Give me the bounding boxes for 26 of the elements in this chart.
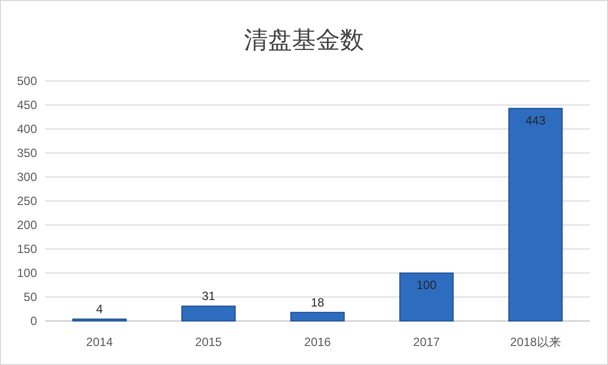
y-tick-label: 500: [16, 74, 38, 88]
x-tick-label: 2018以来: [510, 335, 561, 349]
y-tick-label: 250: [16, 194, 38, 208]
y-tick-label: 50: [24, 290, 38, 304]
data-label: 18: [310, 295, 324, 310]
bar: [290, 312, 345, 322]
data-label: 4: [96, 302, 104, 316]
data-label: 100: [416, 278, 437, 292]
x-tick-label: 2014: [86, 335, 114, 349]
y-tick-label: 0: [30, 314, 38, 328]
y-tick-label: 350: [16, 146, 38, 160]
y-tick-label: 100: [16, 266, 38, 280]
data-label: 443: [525, 113, 546, 128]
y-tick-label: 150: [16, 242, 38, 256]
y-tick-label: 200: [16, 218, 38, 232]
data-label: 31: [202, 289, 216, 304]
bar: [181, 306, 236, 322]
bar: [508, 108, 563, 322]
x-tick-label: 2016: [304, 335, 332, 349]
chart-title: 清盘基金数: [244, 27, 364, 54]
y-tick-label: 450: [16, 98, 38, 112]
bar: [399, 272, 454, 322]
x-tick-label: 2017: [413, 335, 440, 349]
x-tick-label: 2015: [195, 335, 222, 349]
y-tick-label: 400: [16, 122, 38, 136]
y-tick-label: 300: [16, 170, 38, 184]
